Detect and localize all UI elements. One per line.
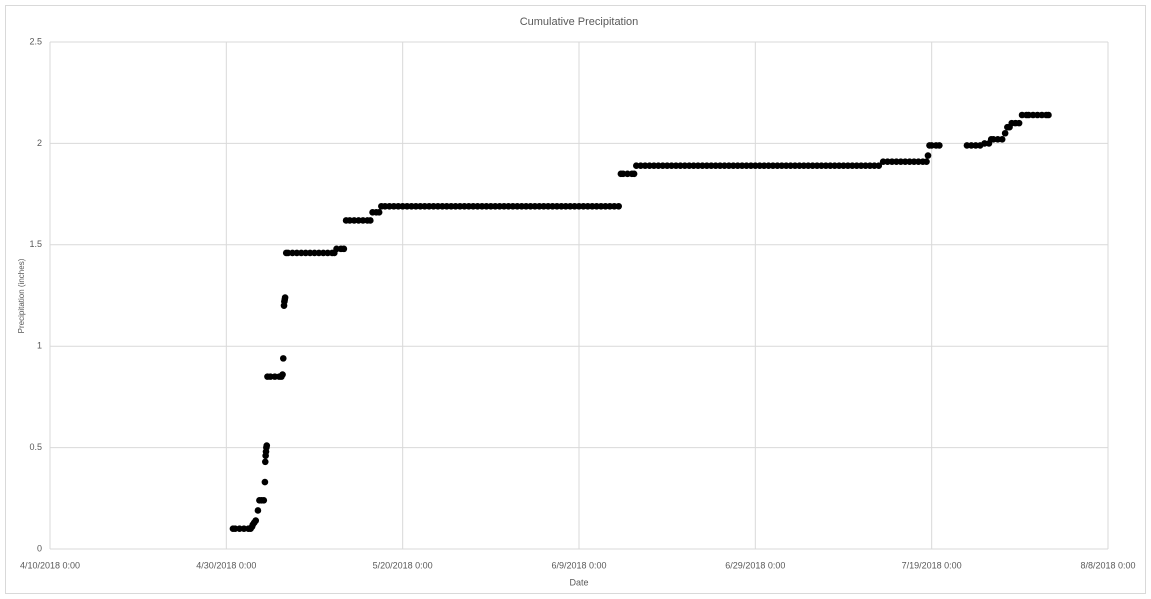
data-point — [1015, 119, 1023, 127]
x-tick-label: 6/29/2018 0:00 — [725, 560, 785, 570]
x-tick-label: 4/10/2018 0:00 — [20, 560, 80, 570]
x-tick-label: 5/20/2018 0:00 — [373, 560, 433, 570]
data-point — [260, 497, 268, 504]
y-tick-label: 0.5 — [29, 442, 42, 452]
x-tick-label: 6/9/2018 0:00 — [551, 560, 606, 570]
y-tick-label: 1 — [37, 341, 42, 351]
data-point — [936, 142, 943, 149]
data-point — [1045, 111, 1052, 119]
x-axis-label: Date — [569, 577, 588, 587]
y-tick-label: 1.5 — [29, 239, 42, 249]
chart-border — [5, 5, 1146, 594]
data-point — [924, 152, 932, 159]
y-tick-label: 0 — [37, 543, 42, 553]
y-tick-label: 2.5 — [29, 36, 42, 46]
data-point — [261, 478, 269, 486]
data-point — [281, 294, 289, 301]
data-point — [261, 458, 269, 466]
data-point — [367, 217, 374, 224]
data-point — [252, 517, 260, 524]
data-point — [923, 158, 930, 165]
x-tick-label: 7/19/2018 0:00 — [902, 560, 962, 570]
y-axis-label: Precipitation (inches) — [17, 258, 26, 333]
data-point — [340, 245, 348, 253]
data-point — [375, 209, 383, 216]
data-point — [263, 442, 271, 449]
data-point — [630, 170, 638, 178]
data-point — [254, 507, 262, 514]
y-tick-label: 2 — [37, 138, 42, 148]
data-point — [998, 136, 1006, 143]
data-point — [279, 371, 286, 378]
x-tick-label: 8/8/2018 0:00 — [1080, 560, 1135, 570]
data-point — [279, 355, 287, 362]
x-tick-label: 4/30/2018 0:00 — [196, 560, 256, 570]
data-point — [875, 162, 883, 170]
chart-title: Cumulative Precipitation — [520, 16, 639, 28]
data-point — [615, 202, 622, 210]
data-point — [1001, 129, 1009, 137]
